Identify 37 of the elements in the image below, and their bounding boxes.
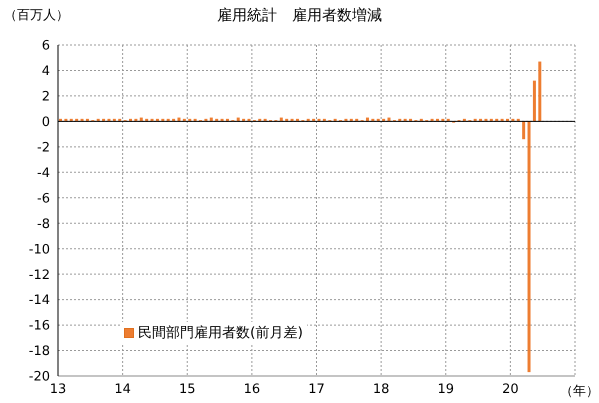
bar xyxy=(522,121,526,140)
x-tick-label: 17 xyxy=(308,382,325,398)
y-tick-label: -4 xyxy=(37,166,50,181)
y-tick-label: -20 xyxy=(28,370,50,385)
bar xyxy=(236,118,240,122)
y-tick-label: -10 xyxy=(28,242,50,258)
legend-label: 民間部門雇用者数(前月差) xyxy=(138,324,303,342)
bar xyxy=(280,118,283,122)
y-tick-label: 6 xyxy=(42,38,50,54)
x-tick-label: 15 xyxy=(178,382,196,398)
bar xyxy=(140,118,143,122)
bar xyxy=(388,118,391,122)
bar xyxy=(528,121,531,372)
x-tick-label: 19 xyxy=(437,382,454,398)
x-tick-label: 18 xyxy=(372,382,390,398)
y-tick-label: -2 xyxy=(37,140,50,156)
chart-title: 雇用統計 雇用者数増減 xyxy=(217,6,382,24)
y-tick-label: -14 xyxy=(28,293,50,308)
y-tick-label: 0 xyxy=(42,115,50,130)
bar xyxy=(177,118,180,122)
x-axis-title: （年） xyxy=(560,383,599,400)
x-tick-label: 14 xyxy=(114,382,131,398)
bar xyxy=(538,62,542,122)
y-tick-label: -12 xyxy=(28,268,50,283)
bar xyxy=(210,118,213,122)
x-tick-label: 13 xyxy=(50,382,66,398)
y-tick-label: -16 xyxy=(28,318,50,334)
y-tick-label: -8 xyxy=(37,216,50,232)
y-tick-label: 2 xyxy=(42,90,50,105)
y-axis-title: （百万人） xyxy=(4,7,69,24)
bar xyxy=(366,118,369,122)
x-tick-label: 16 xyxy=(244,382,260,398)
y-tick-label: -6 xyxy=(37,191,50,206)
y-tick-label: 4 xyxy=(42,64,50,80)
y-tick-label: -18 xyxy=(28,344,50,360)
bar xyxy=(532,80,536,122)
x-tick-label: 20 xyxy=(502,382,519,398)
